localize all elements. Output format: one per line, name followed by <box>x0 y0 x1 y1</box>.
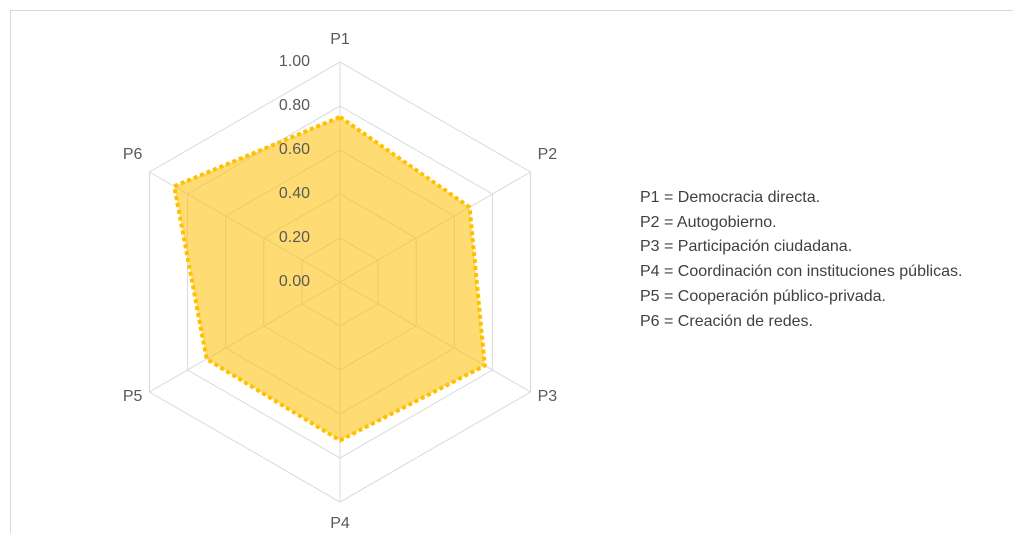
note: P2 = Autogobierno. <box>640 213 777 231</box>
r-tick-label: 0.40 <box>279 185 310 202</box>
chart-border <box>10 10 1013 533</box>
r-tick-label: 1.00 <box>279 53 310 70</box>
note: P5 = Cooperación público-privada. <box>640 287 886 305</box>
note: P1 = Democracia directa. <box>640 189 821 206</box>
notes: P1 = Democracia directa. P2 = Autogobiern… <box>640 186 990 334</box>
note: P6 = Creación de redes. <box>640 312 813 330</box>
category-label: P2 <box>538 146 558 163</box>
category-label: P1 <box>330 31 350 48</box>
r-tick-label: 0.20 <box>279 229 310 246</box>
category-label: P4 <box>330 515 350 532</box>
r-tick-label: 0.00 <box>279 273 310 290</box>
category-label: P6 <box>123 146 143 163</box>
note: P3 = Participación ciudadana. <box>640 238 853 256</box>
r-tick-label: 0.60 <box>279 141 310 158</box>
r-tick-label: 0.80 <box>279 97 310 114</box>
category-label: P5 <box>123 388 143 405</box>
note: P4 = Coordinación con instituciones públ… <box>640 263 963 281</box>
category-label: P3 <box>538 388 558 405</box>
radar-area <box>171 114 487 443</box>
